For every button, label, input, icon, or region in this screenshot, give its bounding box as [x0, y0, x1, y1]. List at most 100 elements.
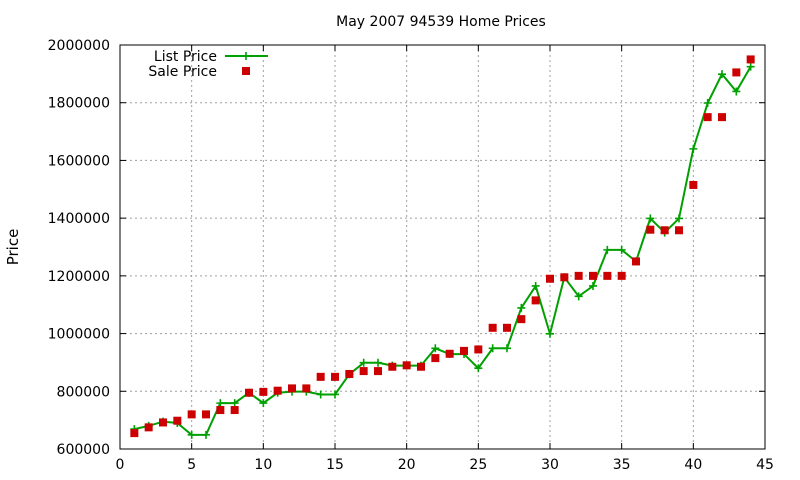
sale-price-point	[589, 271, 597, 280]
y-tick-label: 1200000	[48, 269, 110, 285]
list-price-point	[531, 281, 540, 290]
sale-price-point	[646, 225, 655, 234]
sale-price-point	[345, 369, 354, 378]
sale-price-point	[288, 384, 296, 393]
sale-price-point	[144, 423, 153, 432]
list-price-point	[374, 358, 382, 367]
sale-price-point	[359, 367, 368, 376]
series-list-price	[130, 62, 755, 439]
sale-price-point	[574, 271, 583, 280]
list-price-point	[431, 344, 440, 353]
sale-price-point	[316, 372, 325, 381]
y-tick-label: 1600000	[48, 153, 110, 169]
list-price-point	[574, 292, 583, 301]
list-price-point	[546, 329, 554, 338]
sale-price-point	[732, 68, 741, 77]
sale-price-point	[402, 361, 411, 370]
sale-price-point	[159, 418, 167, 427]
x-tick-label: 15	[326, 457, 344, 473]
sale-price-point	[374, 367, 382, 376]
x-tick-label: 0	[116, 457, 125, 473]
sale-price-point	[130, 429, 139, 438]
axes: 0 5 10 15 20 25 30 35 40 45 600000 800000 1000000 120…	[48, 38, 774, 473]
legend-plus-marker	[242, 52, 250, 60]
sale-price-point	[632, 257, 640, 266]
y-axis-label: Price	[4, 229, 22, 266]
list-price-point	[703, 99, 712, 108]
sale-price-point	[617, 271, 626, 280]
sale-price-point	[431, 354, 440, 363]
list-price-point	[603, 245, 612, 254]
y-tick-label: 1400000	[48, 211, 110, 227]
list-price-point	[646, 214, 655, 223]
sale-price-point	[689, 180, 698, 189]
list-price-point	[675, 214, 683, 223]
sale-price-point	[259, 387, 268, 396]
sale-price-point	[560, 273, 569, 282]
list-price-line	[134, 66, 752, 436]
sale-price-point	[302, 384, 311, 393]
legend: List Price Sale Price	[148, 49, 268, 80]
list-price-point	[230, 399, 239, 408]
x-tick-label: 45	[756, 457, 774, 473]
list-price-point	[746, 62, 755, 71]
list-price-point	[503, 344, 511, 353]
x-tick-label: 35	[613, 457, 631, 473]
sale-price-point	[703, 113, 712, 122]
legend-symbol-list-price	[225, 52, 268, 60]
y-tick-label: 1800000	[48, 96, 110, 112]
sale-price-point	[216, 406, 225, 415]
sale-price-point	[474, 345, 483, 354]
series-sale-price	[130, 55, 755, 438]
list-price-point	[216, 399, 225, 408]
list-price-point	[689, 144, 698, 153]
legend-symbol-sale-price	[242, 67, 250, 75]
sale-price-point	[417, 362, 425, 371]
list-price-point	[474, 364, 483, 373]
chart-title: May 2007 94539 Home Prices	[336, 14, 546, 30]
sale-price-point	[546, 274, 554, 283]
sale-price-point	[202, 410, 210, 419]
sale-price-point	[517, 315, 526, 324]
list-price-point	[331, 390, 339, 399]
y-tick-label: 600000	[57, 442, 110, 458]
x-tick-label: 20	[398, 457, 416, 473]
y-tick-label: 1000000	[48, 327, 110, 343]
x-tick-label: 30	[541, 457, 559, 473]
list-price-point	[316, 390, 325, 399]
sale-price-point	[245, 388, 253, 397]
sale-price-point	[603, 271, 612, 280]
x-tick-label: 10	[254, 457, 272, 473]
sale-price-point	[660, 226, 669, 235]
x-tick-label: 40	[684, 457, 702, 473]
grid-lines	[120, 45, 765, 449]
list-price-point	[259, 399, 268, 408]
data-series	[130, 55, 755, 439]
list-price-point	[202, 430, 210, 439]
legend-square-marker	[242, 67, 250, 75]
x-tick-label: 25	[469, 457, 487, 473]
legend-label-sale-price: Sale Price	[148, 64, 217, 80]
sale-price-point	[331, 372, 339, 381]
sale-price-point	[460, 346, 468, 355]
x-tick-label: 5	[187, 457, 196, 473]
sale-price-point	[388, 362, 397, 371]
plot-frame	[119, 44, 766, 450]
legend-label-list-price: List Price	[154, 49, 217, 65]
list-price-point	[488, 344, 497, 353]
sale-price-point	[230, 406, 239, 415]
list-price-point	[589, 281, 597, 290]
sale-price-point	[503, 323, 511, 332]
list-price-point	[187, 430, 196, 439]
sale-price-point	[675, 226, 683, 235]
sale-price-point	[531, 296, 540, 305]
sale-price-point	[488, 323, 497, 332]
sale-price-point	[445, 349, 454, 358]
list-price-point	[359, 358, 368, 367]
sale-price-point	[273, 386, 282, 395]
sale-price-point	[187, 410, 196, 419]
list-price-point	[732, 87, 741, 96]
list-price-point	[718, 70, 726, 79]
sale-price-point	[718, 113, 726, 122]
